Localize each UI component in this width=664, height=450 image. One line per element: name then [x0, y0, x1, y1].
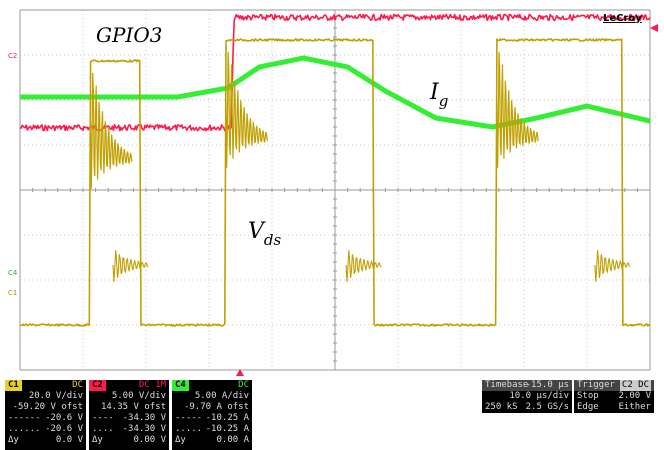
trace-v-ds: [19, 38, 651, 327]
vds-label: Vds: [248, 219, 281, 249]
channel-id: C4: [172, 380, 189, 391]
gpio3-label: GPIO3: [96, 23, 162, 47]
channel-offset: -9.70 A ofst: [183, 402, 249, 412]
channel-scale: 20.0 V/div: [28, 391, 83, 401]
channel-scale: 5.00 A/div: [194, 391, 249, 401]
c1-marker: C1: [8, 289, 17, 297]
channel-coupling: DC: [238, 380, 249, 390]
channel-readout-2: -34.30 V: [122, 424, 166, 434]
channel-header: C4 DC: [172, 380, 252, 391]
ig-label: Ig: [429, 80, 448, 110]
channel-readout-2: -20.6 V: [45, 424, 83, 434]
channel-coupling: DC 1M: [138, 380, 166, 390]
channel-delta: 0.0 V: [55, 435, 83, 445]
channel-readout-1: -34.30 V: [122, 413, 166, 423]
grid: [19, 9, 651, 371]
channel-offset: 14.35 V ofst: [100, 402, 166, 412]
c4-marker: C4: [8, 269, 18, 277]
channel-id: C1: [5, 380, 22, 391]
trigger-time-marker: [236, 369, 244, 376]
trace-i-g: [18, 55, 652, 130]
channel-readout-2: -10.25 A: [205, 424, 249, 434]
vds-label-main: V: [248, 219, 266, 244]
channel-delta-label: Δy: [8, 435, 19, 445]
trace-vds-ringing: [594, 250, 631, 283]
trigger-level: 2.00 V: [618, 391, 651, 401]
trigger-panel[interactable]: Trigger C2 DC Stop 2.00 V Edge Either: [574, 380, 654, 413]
trace-vds-ringing: [112, 250, 149, 283]
trigger-label: Trigger: [577, 380, 615, 390]
ig-label-sub: g: [439, 92, 449, 110]
trace-vds-ringing: [225, 51, 268, 168]
channel-panel-c2[interactable]: C2 DC 1M 5.00 V/div 14.35 V ofst ---- -34…: [89, 380, 169, 450]
timebase-rate: 2.5 GS/s: [525, 402, 569, 412]
channel-delta-label: Δy: [175, 435, 186, 445]
channel-scale: 5.00 V/div: [111, 391, 166, 401]
channel-panel-c1[interactable]: C1 DC 20.0 V/div -59.20 V ofst ------ -20…: [5, 380, 86, 450]
trace-vds-ringing: [345, 250, 382, 283]
timebase-panel[interactable]: Timebase -15.0 µs 10.0 µs/div 250 kS 2.5 G…: [482, 380, 572, 413]
channel-header: C2 DC 1M: [89, 380, 169, 391]
trigger-level-marker: [650, 24, 658, 32]
trigger-badge: C2 DC: [619, 380, 651, 391]
ig-label-main: I: [429, 80, 440, 105]
channel-header: C1 DC: [5, 380, 86, 391]
trigger-slope: Either: [618, 402, 651, 412]
channel-readout-1: -10.25 A: [205, 413, 249, 423]
trace-vds-ringing: [90, 72, 133, 189]
channel-coupling: DC: [72, 380, 83, 390]
channel-delta: 0.00 A: [216, 435, 249, 445]
c2-marker: C2: [8, 52, 17, 60]
timebase-label: Timebase: [485, 380, 529, 390]
timebase-delay: -15.0 µs: [525, 380, 569, 390]
brand-logo: LeCroy: [603, 13, 642, 24]
timebase-per-div: 10.0 µs/div: [509, 391, 569, 401]
channel-delta-label: Δy: [92, 435, 103, 445]
trace-gpio3: [19, 13, 651, 132]
channel-id: C2: [89, 380, 106, 391]
channel-panel-c4[interactable]: C4 DC 5.00 A/div -9.70 A ofst ----- -10.2…: [172, 380, 252, 450]
traces: [18, 13, 652, 327]
vds-label-sub: ds: [264, 231, 282, 249]
trigger-mode: Stop: [577, 391, 599, 401]
channel-delta: 0.00 V: [133, 435, 166, 445]
channel-readout-1: -20.6 V: [45, 413, 83, 423]
trace-vds-ringing: [496, 51, 539, 168]
timebase-samples: 250 kS: [485, 402, 518, 412]
oscilloscope-screen: GPIO3 Ig Vds LeCroy C2 C4 C1: [8, 9, 658, 376]
trigger-type: Edge: [577, 402, 599, 412]
channel-offset: -59.20 V ofst: [12, 402, 83, 412]
